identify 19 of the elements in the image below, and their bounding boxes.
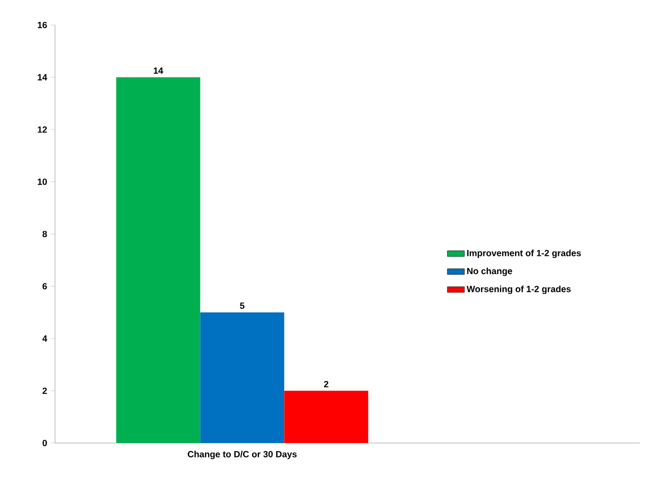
y-tick-label: 8	[42, 230, 47, 238]
y-tick-label: 2	[42, 388, 47, 394]
x-tick-label: Change to D/C or 30 Days	[188, 450, 297, 460]
legend-label: Improvement of 1-2 grades	[467, 250, 581, 258]
data-label: 5	[240, 302, 244, 309]
y-tick-label: 4	[42, 335, 48, 342]
legend-label: Worsening of 1-2 grades	[466, 286, 571, 294]
bar	[116, 77, 200, 443]
y-tick-label: 0	[42, 440, 47, 446]
y-tick-label: 12	[38, 126, 47, 133]
y-tick-label: 6	[42, 283, 47, 290]
y-tick-label: 10	[38, 178, 47, 185]
y-tick-label: 16	[38, 22, 47, 28]
bar	[200, 312, 284, 443]
y-tick-label: 14	[38, 74, 48, 80]
bar	[284, 390, 368, 443]
data-label: 14	[154, 68, 164, 74]
legend-label: No change	[467, 268, 512, 276]
data-label: 2	[324, 380, 328, 388]
